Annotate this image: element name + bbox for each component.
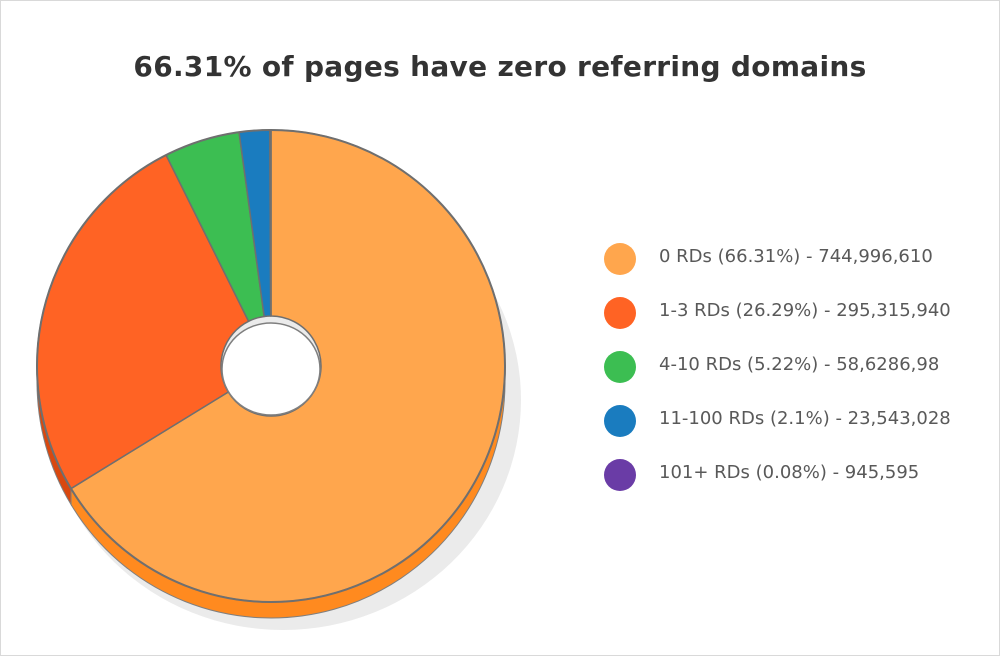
legend-label: 1-3 RDs (26.29%) - 295,315,940: [659, 300, 951, 321]
chart-title: 66.31% of pages have zero referring doma…: [133, 50, 867, 83]
donut-chart: [36, 129, 521, 630]
legend-swatch: [604, 459, 636, 491]
legend-swatch: [604, 297, 636, 329]
legend-item: 4-10 RDs (5.22%) - 58,6286,98: [604, 346, 994, 400]
legend-swatch: [604, 351, 636, 383]
legend-swatch: [604, 405, 636, 437]
chart-legend: 0 RDs (66.31%) - 744,996,610 1-3 RDs (26.…: [604, 238, 994, 508]
donut-hole: [221, 322, 321, 416]
legend-item: 0 RDs (66.31%) - 744,996,610: [604, 238, 994, 292]
legend-item: 101+ RDs (0.08%) - 945,595: [604, 454, 994, 508]
legend-swatch: [604, 243, 636, 275]
legend-item: 11-100 RDs (2.1%) - 23,543,028: [604, 400, 994, 454]
legend-label: 4-10 RDs (5.22%) - 58,6286,98: [659, 354, 940, 375]
legend-label: 0 RDs (66.31%) - 744,996,610: [659, 246, 933, 267]
legend-label: 11-100 RDs (2.1%) - 23,543,028: [659, 408, 951, 429]
legend-label: 101+ RDs (0.08%) - 945,595: [659, 462, 920, 483]
legend-item: 1-3 RDs (26.29%) - 295,315,940: [604, 292, 994, 346]
donut-outline: [36, 129, 506, 603]
slice-4: [269, 129, 272, 317]
